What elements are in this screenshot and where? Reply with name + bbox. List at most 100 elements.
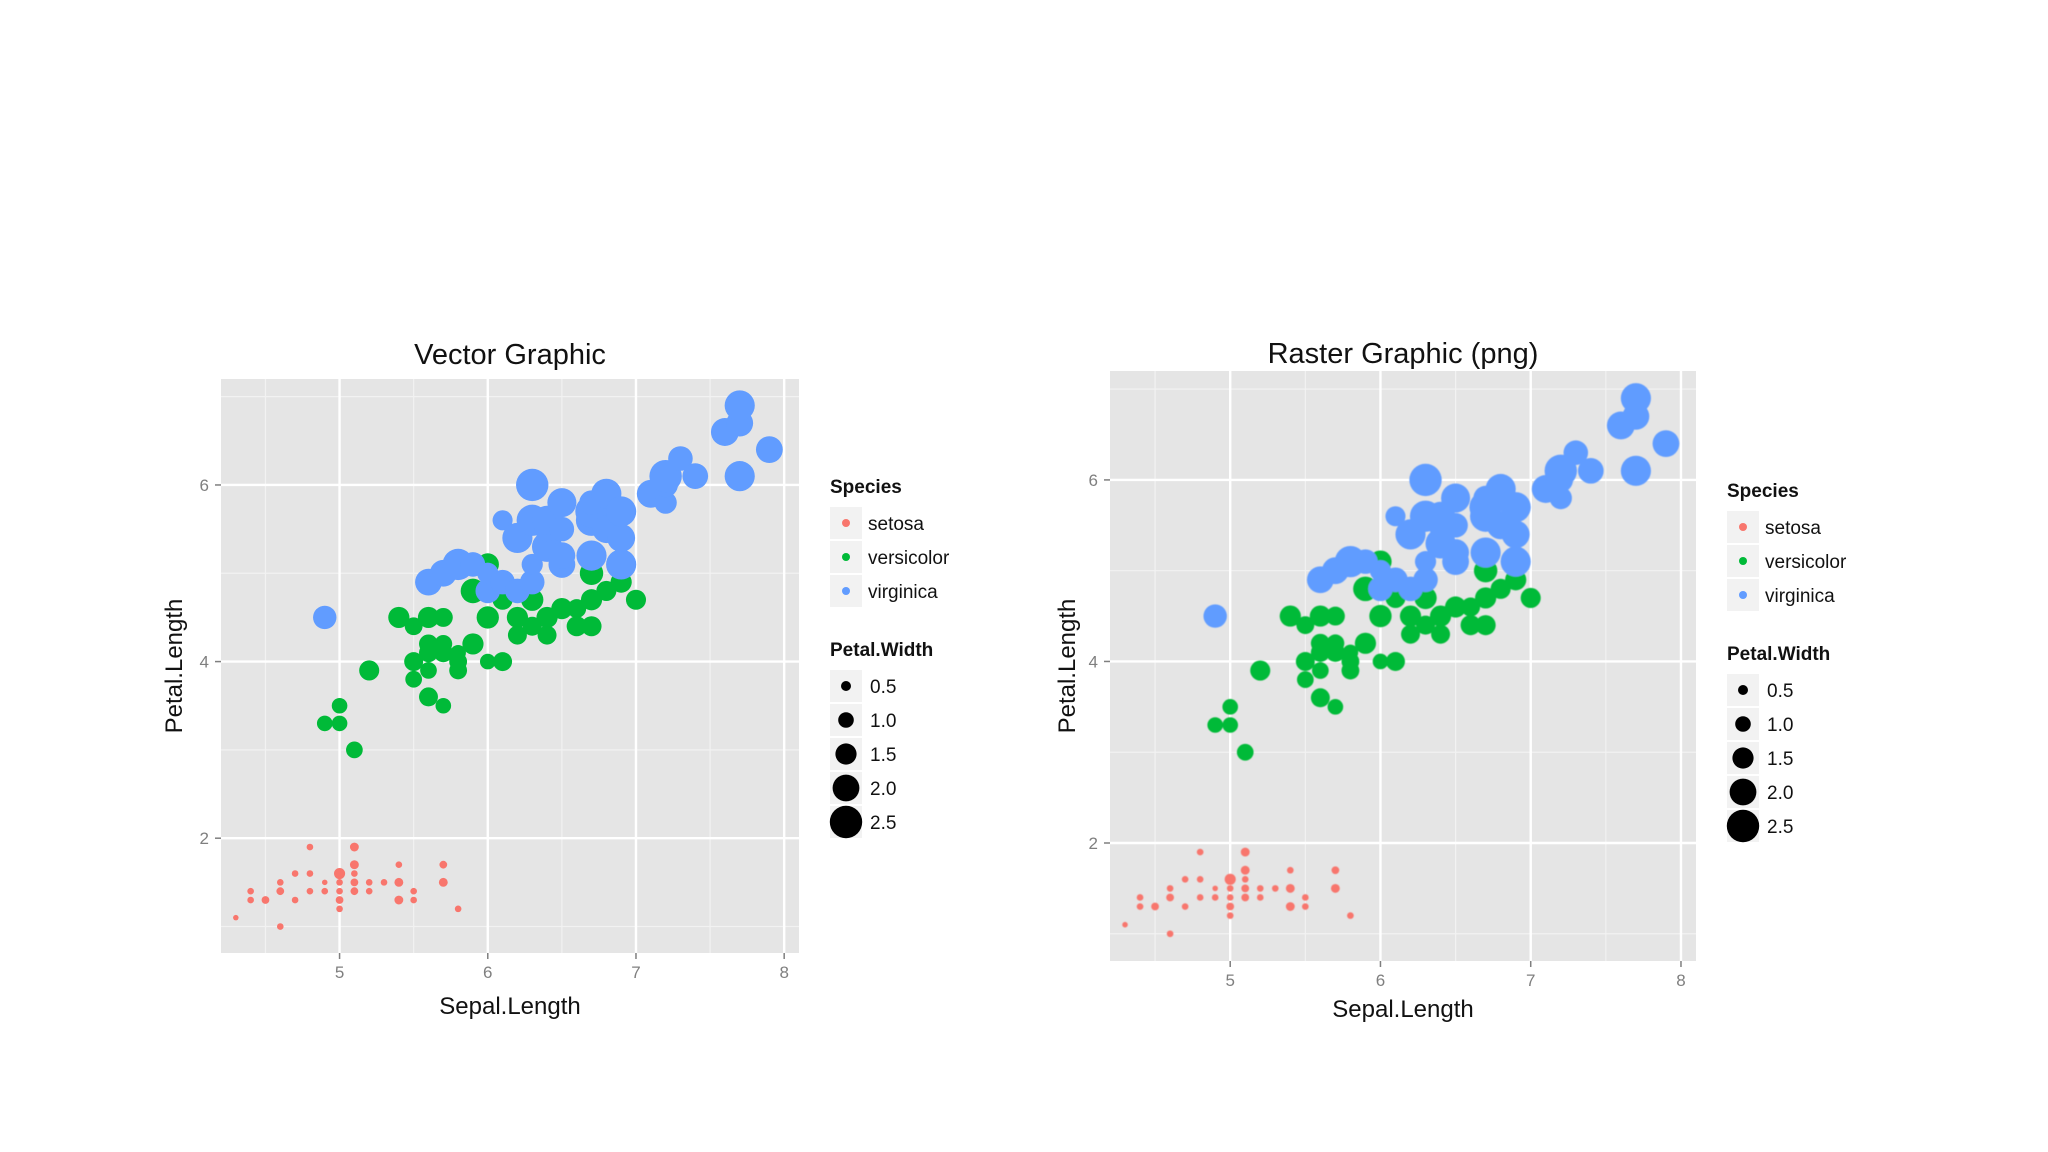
point-versicolor (1326, 634, 1345, 653)
series-virginica (1203, 383, 1680, 628)
point-versicolor (331, 715, 348, 732)
point-virginica (1652, 430, 1680, 458)
size-label-1.5: 1.5 (1767, 749, 1793, 770)
point-setosa (1285, 883, 1295, 893)
point-virginica (548, 542, 576, 570)
point-setosa (291, 896, 299, 904)
point-versicolor (1461, 597, 1481, 617)
point-setosa (1271, 885, 1279, 892)
point-versicolor (1354, 632, 1377, 654)
point-versicolor (1296, 616, 1315, 635)
point-versicolor (1295, 651, 1315, 671)
point-setosa (1241, 875, 1249, 883)
point-versicolor (1310, 633, 1330, 653)
point-setosa (410, 896, 417, 904)
x-tick-label: 6 (1376, 971, 1385, 990)
y-axis-label: Petal.Length (1054, 599, 1081, 734)
point-setosa (1166, 930, 1174, 938)
point-setosa (395, 861, 403, 869)
point-versicolor (1401, 624, 1420, 644)
point-versicolor (1279, 605, 1301, 627)
data-points (1122, 383, 1680, 938)
point-setosa (1151, 902, 1159, 911)
series-setosa (1122, 847, 1354, 938)
point-versicolor (580, 589, 603, 611)
species-legend: Species setosa versicolor virginica (830, 477, 950, 607)
point-virginica (1409, 463, 1442, 497)
point-setosa (439, 860, 448, 869)
y-tick-label: 4 (200, 653, 209, 672)
legend-dot-versicolor (842, 553, 850, 561)
size-label-0.5: 0.5 (870, 677, 896, 698)
point-versicolor (1520, 587, 1541, 608)
point-versicolor (404, 652, 424, 672)
point-versicolor (434, 635, 453, 653)
size-dot-1.5 (835, 743, 857, 765)
point-versicolor (506, 606, 529, 629)
point-virginica (521, 553, 543, 576)
point-setosa (365, 879, 373, 886)
point-versicolor (404, 617, 423, 636)
legend-dot-virginica (842, 587, 850, 595)
series-versicolor (316, 553, 647, 759)
point-virginica (1620, 455, 1651, 486)
size-dot-1.0 (1735, 716, 1751, 732)
point-virginica (492, 510, 513, 531)
point-setosa (336, 887, 343, 895)
y-tick-label: 6 (200, 476, 209, 495)
point-virginica (313, 605, 337, 630)
point-setosa (1256, 885, 1264, 892)
point-versicolor (1416, 615, 1436, 635)
point-virginica (549, 516, 575, 542)
point-versicolor (1369, 604, 1392, 628)
point-versicolor (537, 625, 557, 645)
point-versicolor (435, 697, 452, 714)
series-setosa (233, 842, 462, 930)
point-virginica (606, 496, 637, 527)
point-virginica (1549, 486, 1572, 510)
point-virginica (516, 468, 549, 502)
point-setosa (351, 870, 358, 877)
point-setosa (365, 887, 373, 895)
size-label-2.5: 2.5 (870, 813, 896, 834)
point-virginica (682, 463, 709, 489)
point-setosa (1331, 866, 1340, 875)
point-versicolor (359, 660, 380, 681)
point-versicolor (1207, 717, 1223, 733)
point-setosa (306, 887, 314, 895)
size-label-2.0: 2.0 (1767, 783, 1793, 804)
point-virginica (1441, 483, 1471, 513)
point-setosa (291, 870, 299, 877)
point-virginica (755, 436, 783, 464)
x-tick-label: 5 (1225, 971, 1234, 990)
point-setosa (349, 842, 359, 852)
point-setosa (306, 870, 314, 877)
point-versicolor (581, 616, 602, 637)
point-setosa (1166, 885, 1174, 892)
point-setosa (276, 887, 285, 896)
legend-label-virginica: virginica (1765, 586, 1835, 607)
y-tick-label: 2 (200, 829, 209, 848)
point-setosa (1226, 885, 1234, 892)
point-versicolor (551, 598, 573, 620)
point-versicolor (567, 599, 587, 619)
point-setosa (454, 905, 462, 913)
legend-title-petal-width: Petal.Width (830, 640, 933, 661)
series-virginica (313, 390, 783, 630)
point-setosa (1240, 865, 1250, 875)
point-versicolor (1399, 605, 1422, 627)
point-versicolor (1250, 660, 1271, 681)
size-dot-2.0 (832, 774, 860, 802)
point-virginica (1500, 492, 1531, 523)
point-setosa (1226, 912, 1234, 919)
point-virginica (1442, 539, 1469, 566)
petal-width-legend: Petal.Width 0.5 1.0 1.5 2.0 2.5 (829, 640, 933, 839)
point-virginica (724, 461, 755, 492)
point-setosa (1286, 866, 1294, 874)
x-tick-label: 6 (483, 963, 492, 982)
x-tick-label: 8 (779, 963, 788, 982)
size-label-0.5: 0.5 (1767, 681, 1793, 702)
point-setosa (1122, 921, 1128, 928)
point-setosa (1285, 902, 1295, 911)
point-setosa (394, 877, 404, 887)
